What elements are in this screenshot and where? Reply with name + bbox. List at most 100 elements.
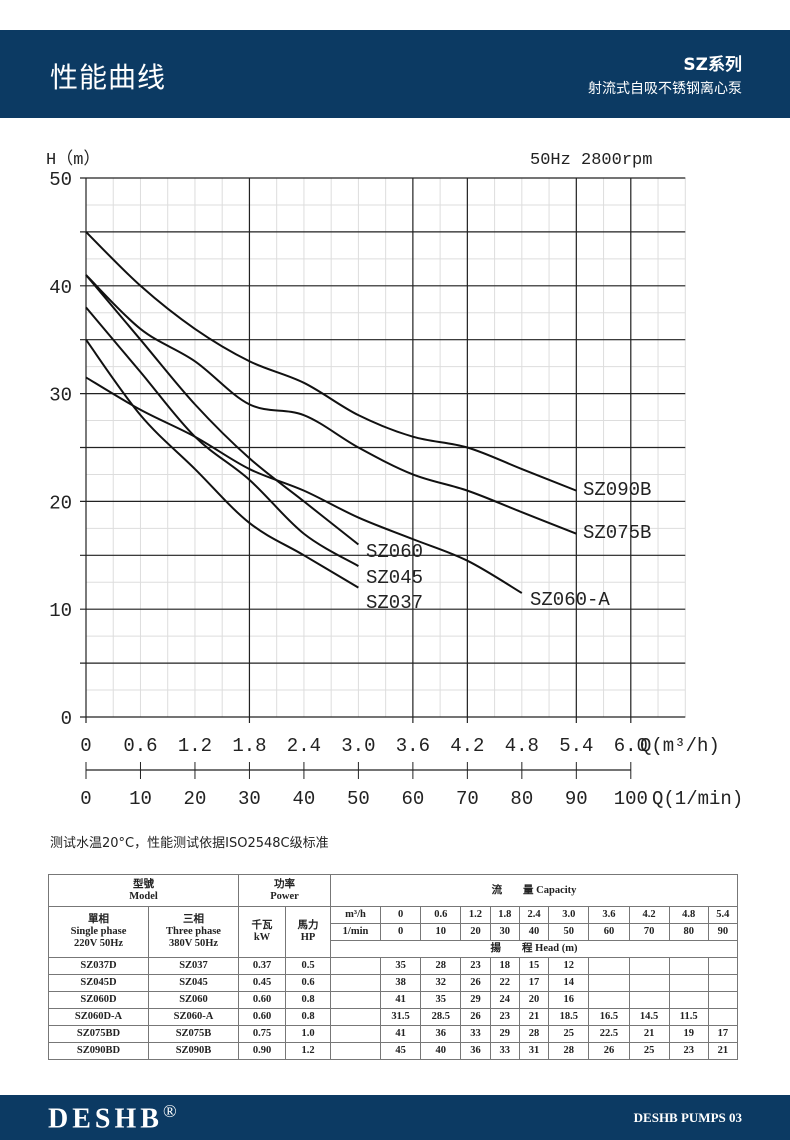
power-kw: 0.60 [238, 1008, 286, 1026]
three-phase-model: SZ060-A [148, 1008, 239, 1026]
y-tick-label: 10 [49, 600, 72, 622]
head-value: 21 [628, 1025, 670, 1043]
curve-sz037 [85, 339, 359, 589]
x-tick-label: 0.6 [123, 735, 157, 757]
capacity-lmin: 90 [707, 923, 739, 941]
head-value: 38 [379, 974, 422, 992]
spacer-cell [330, 974, 381, 992]
head-value [588, 957, 630, 975]
curve-sz090b [85, 231, 577, 492]
capacity-lmin: 30 [489, 923, 520, 941]
page-title: 性能曲线 [50, 61, 167, 94]
curve-sz060-a [85, 376, 523, 594]
x2-tick-label: 40 [293, 788, 316, 810]
head-value: 20 [518, 991, 550, 1009]
capacity-lmin: 10 [420, 923, 462, 941]
y-tick-label: 40 [49, 277, 72, 299]
y-tick-label: 0 [61, 708, 72, 730]
x2-tick-label: 60 [401, 788, 424, 810]
x2-tick-label: 20 [184, 788, 207, 810]
head-value: 17 [518, 974, 550, 992]
x-tick-label: 1.8 [232, 735, 266, 757]
single-phase-header: 單相 Single phase 220V 50Hz [48, 906, 149, 958]
capacity-m3h: 5.4 [707, 906, 739, 924]
head-value: 22 [489, 974, 520, 992]
x-tick-label: 2.4 [287, 735, 321, 757]
head-value [628, 957, 670, 975]
capacity-m3h: 2.4 [518, 906, 550, 924]
head-value: 18 [489, 957, 520, 975]
head-value [628, 974, 670, 992]
spacer-cell [330, 1008, 381, 1026]
power-kw: 0.75 [238, 1025, 286, 1043]
head-value [668, 957, 709, 975]
single-phase-model: SZ060D-A [48, 1008, 149, 1026]
head-value: 21 [707, 1042, 739, 1060]
condition-label: 50Hz 2800rpm [530, 151, 652, 170]
y-tick-label: 50 [49, 169, 72, 191]
page-header: 性能曲线 SZ系列 射流式自吸不锈钢离心泵 [0, 30, 790, 118]
head-value: 26 [588, 1042, 630, 1060]
head-value: 40 [420, 1042, 462, 1060]
curve-label-sz045: SZ045 [366, 567, 423, 589]
product-subtitle: 射流式自吸不锈钢离心泵 [588, 81, 742, 97]
x-axis-label: Q(m³/h) [640, 735, 720, 757]
head-value: 19 [668, 1025, 709, 1043]
x2-tick-label: 0 [80, 788, 91, 810]
page-footer: DESHB® DESHB PUMPS 03 [0, 1095, 790, 1140]
head-value: 14.5 [628, 1008, 670, 1026]
single-phase-model: SZ045D [48, 974, 149, 992]
power-hp: 1.0 [285, 1025, 331, 1043]
spacer-cell [330, 1025, 381, 1043]
head-value: 23 [489, 1008, 520, 1026]
x-tick-label: 6.0 [614, 735, 648, 757]
head-value: 23 [460, 957, 491, 975]
page-number: DESHB PUMPS 03 [633, 1110, 742, 1125]
head-value: 29 [489, 1025, 520, 1043]
head-value: 25 [628, 1042, 670, 1060]
head-header: 揚 程 Head (m) [330, 940, 738, 958]
head-value: 15 [518, 957, 550, 975]
head-value: 23 [668, 1042, 709, 1060]
power-hp: 0.8 [285, 1008, 331, 1026]
spacer-cell [330, 957, 381, 975]
capacity-lmin: 80 [668, 923, 709, 941]
table-row: SZ090BD SZ090B 0.90 1.2 45 40 36 33 31 28 26 25 23 21 [48, 1042, 739, 1060]
head-value: 33 [460, 1025, 491, 1043]
table-row: SZ037D SZ037 0.37 0.5 35 28 23 18 15 12 [48, 957, 739, 975]
y-axis-label: H（m） [46, 149, 100, 170]
head-value: 12 [548, 957, 590, 975]
capacity-lmin: 70 [628, 923, 670, 941]
spacer-cell [330, 991, 381, 1009]
table-row: SZ060D-A SZ060-A 0.60 0.8 31.5 28.5 26 23 21 18.5… [48, 1008, 739, 1026]
m3h-row: 單相 Single phase 220V 50Hz 三相 Three phase 380V… [48, 906, 739, 958]
x-tick-label: 3.0 [341, 735, 375, 757]
capacity-lmin: 0 [379, 923, 422, 941]
capacity-lmin: 40 [518, 923, 550, 941]
x2-tick-label: 50 [347, 788, 370, 810]
head-value: 31.5 [379, 1008, 422, 1026]
power-kw: 0.45 [238, 974, 286, 992]
three-phase-model: SZ060 [148, 991, 239, 1009]
x-tick-label: 5.4 [559, 735, 593, 757]
head-value: 28 [420, 957, 462, 975]
head-value: 41 [379, 991, 422, 1009]
power-kw: 0.60 [238, 991, 286, 1009]
head-value [668, 974, 709, 992]
head-value: 18.5 [548, 1008, 590, 1026]
capacity-m3h: 3.6 [588, 906, 630, 924]
series-name: SZ系列 [683, 55, 742, 75]
head-value [707, 1008, 739, 1026]
head-value: 22.5 [588, 1025, 630, 1043]
head-value: 29 [460, 991, 491, 1009]
x-tick-label: 4.2 [450, 735, 484, 757]
performance-table: 型號 Model 功率 Power 流 量 Capacity 單相 Single phase… [48, 874, 739, 1060]
power-hp: 0.6 [285, 974, 331, 992]
head-value: 26 [460, 1008, 491, 1026]
single-phase-model: SZ090BD [48, 1042, 149, 1060]
power-hp: 0.8 [285, 991, 331, 1009]
table-row: SZ060D SZ060 0.60 0.8 41 35 29 24 20 16 [48, 991, 739, 1009]
x-tick-label: 1.2 [178, 735, 212, 757]
three-phase-model: SZ090B [148, 1042, 239, 1060]
head-value [668, 991, 709, 1009]
